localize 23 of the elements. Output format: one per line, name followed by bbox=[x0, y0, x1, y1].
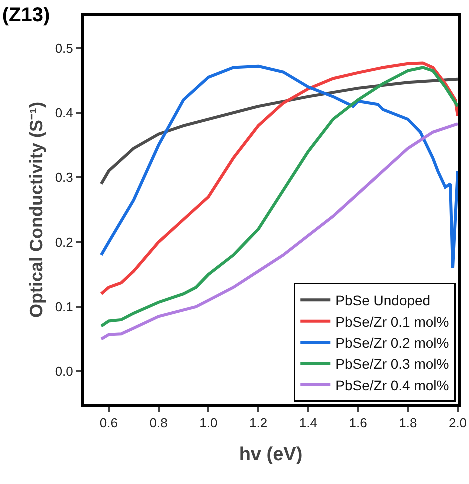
legend-label: PbSe/Zr 0.2 mol% bbox=[336, 335, 450, 352]
x-tick-label: 2.0 bbox=[448, 416, 468, 431]
legend-label: PbSe Undoped bbox=[336, 292, 431, 309]
x-axis-title: hv (eV) bbox=[239, 444, 303, 466]
x-tick-label: 1.6 bbox=[349, 416, 368, 431]
x-tick-label: 0.8 bbox=[150, 416, 168, 431]
y-tick-label: 0.0 bbox=[55, 364, 74, 380]
legend-label: PbSe/Zr 0.3 mol% bbox=[336, 356, 450, 372]
legend-label: PbSe/Zr 0.4 mol% bbox=[336, 377, 450, 394]
chart-title: (Z13) bbox=[2, 4, 50, 26]
y-tick-label: 0.1 bbox=[55, 300, 74, 315]
line-series bbox=[100, 78, 458, 186]
y-tick-label: 0.4 bbox=[55, 106, 74, 121]
y-axis-title: Optical Conductivity (S⁻¹) bbox=[26, 102, 47, 318]
x-tick-label: 1.4 bbox=[299, 416, 318, 431]
y-tick-label: 0.2 bbox=[55, 234, 74, 250]
y-tick-label: 0.3 bbox=[55, 170, 74, 186]
y-tick-label: 0.5 bbox=[55, 40, 74, 56]
legend-label: PbSe/Zr 0.1 mol% bbox=[336, 314, 450, 330]
x-tick-label: 1.2 bbox=[249, 416, 268, 431]
x-tick-label: 0.6 bbox=[100, 416, 118, 431]
x-tick-label: 1.8 bbox=[399, 416, 418, 431]
x-tick-label: 1.0 bbox=[200, 416, 218, 431]
